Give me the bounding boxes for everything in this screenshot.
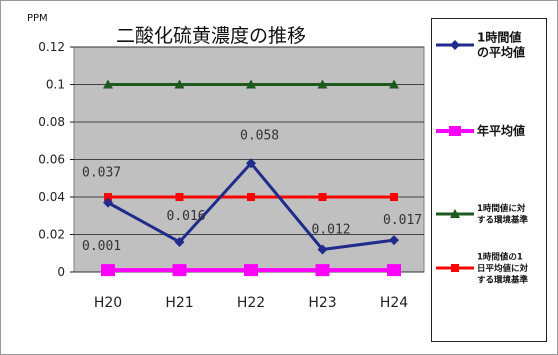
legend-swatch-marker: [449, 126, 461, 136]
series-marker-1: [101, 264, 115, 277]
series-marker-2: [389, 79, 399, 89]
series-marker-0: [317, 244, 328, 255]
y-tick-label: 0.08: [38, 115, 65, 129]
series-marker-3: [104, 193, 112, 201]
legend-box: [431, 18, 547, 342]
legend-label: の平均値: [477, 45, 525, 60]
series-marker-1: [172, 264, 187, 277]
legend-swatch-marker: [450, 40, 460, 50]
legend-label: 日平均値に対: [477, 263, 529, 274]
legend-swatch-marker: [451, 264, 459, 272]
series-marker-3: [390, 193, 398, 201]
y-tick-label: 0.06: [38, 153, 65, 167]
series-marker-2: [103, 79, 113, 89]
y-tick-label: 0.12: [38, 40, 65, 54]
x-tick-label: H24: [380, 295, 408, 311]
x-tick-label: H23: [308, 295, 336, 311]
data-label: 0.058: [240, 128, 279, 143]
data-label: 0.001: [82, 239, 121, 254]
series-marker-2: [317, 79, 328, 89]
x-tick-label: H20: [94, 295, 122, 311]
y-tick-label: 0: [57, 265, 65, 279]
y-tick-label: 0.04: [38, 190, 65, 204]
series-marker-2: [246, 79, 256, 89]
series-marker-3: [247, 193, 255, 201]
chart-title: 二酸化硫黄濃度の推移: [116, 25, 306, 47]
x-tick-label: H21: [165, 295, 193, 311]
series-marker-2: [174, 79, 185, 89]
series-marker-1: [315, 264, 330, 277]
series-marker-3: [175, 193, 184, 201]
x-tick-label: H22: [237, 295, 265, 311]
y-tick-label: 0.02: [38, 228, 65, 242]
data-label: 0.037: [82, 166, 121, 181]
series-marker-0: [389, 235, 399, 246]
series-marker-3: [318, 193, 327, 201]
data-label: 0.012: [312, 223, 351, 238]
legend-label: 年平均値: [477, 123, 525, 138]
legend-label: する環境基準: [477, 215, 529, 226]
series-marker-0: [103, 197, 113, 208]
data-label: 0.017: [383, 213, 422, 228]
legend-label: 1時間値の1: [477, 251, 523, 262]
y-axis-unit-label: PPM: [27, 13, 48, 24]
series-marker-1: [387, 264, 401, 277]
legend-label: する環境基準: [477, 274, 529, 285]
series-marker-0: [246, 158, 256, 169]
legend-swatch-marker: [450, 209, 460, 218]
y-tick-label: 0.1: [46, 78, 65, 92]
legend-label: 1時間値に対: [477, 203, 526, 214]
series-marker-1: [244, 264, 258, 277]
data-label: 0.016: [167, 209, 206, 224]
series-marker-0: [174, 237, 185, 247]
legend-label: 1時間値: [477, 30, 521, 45]
